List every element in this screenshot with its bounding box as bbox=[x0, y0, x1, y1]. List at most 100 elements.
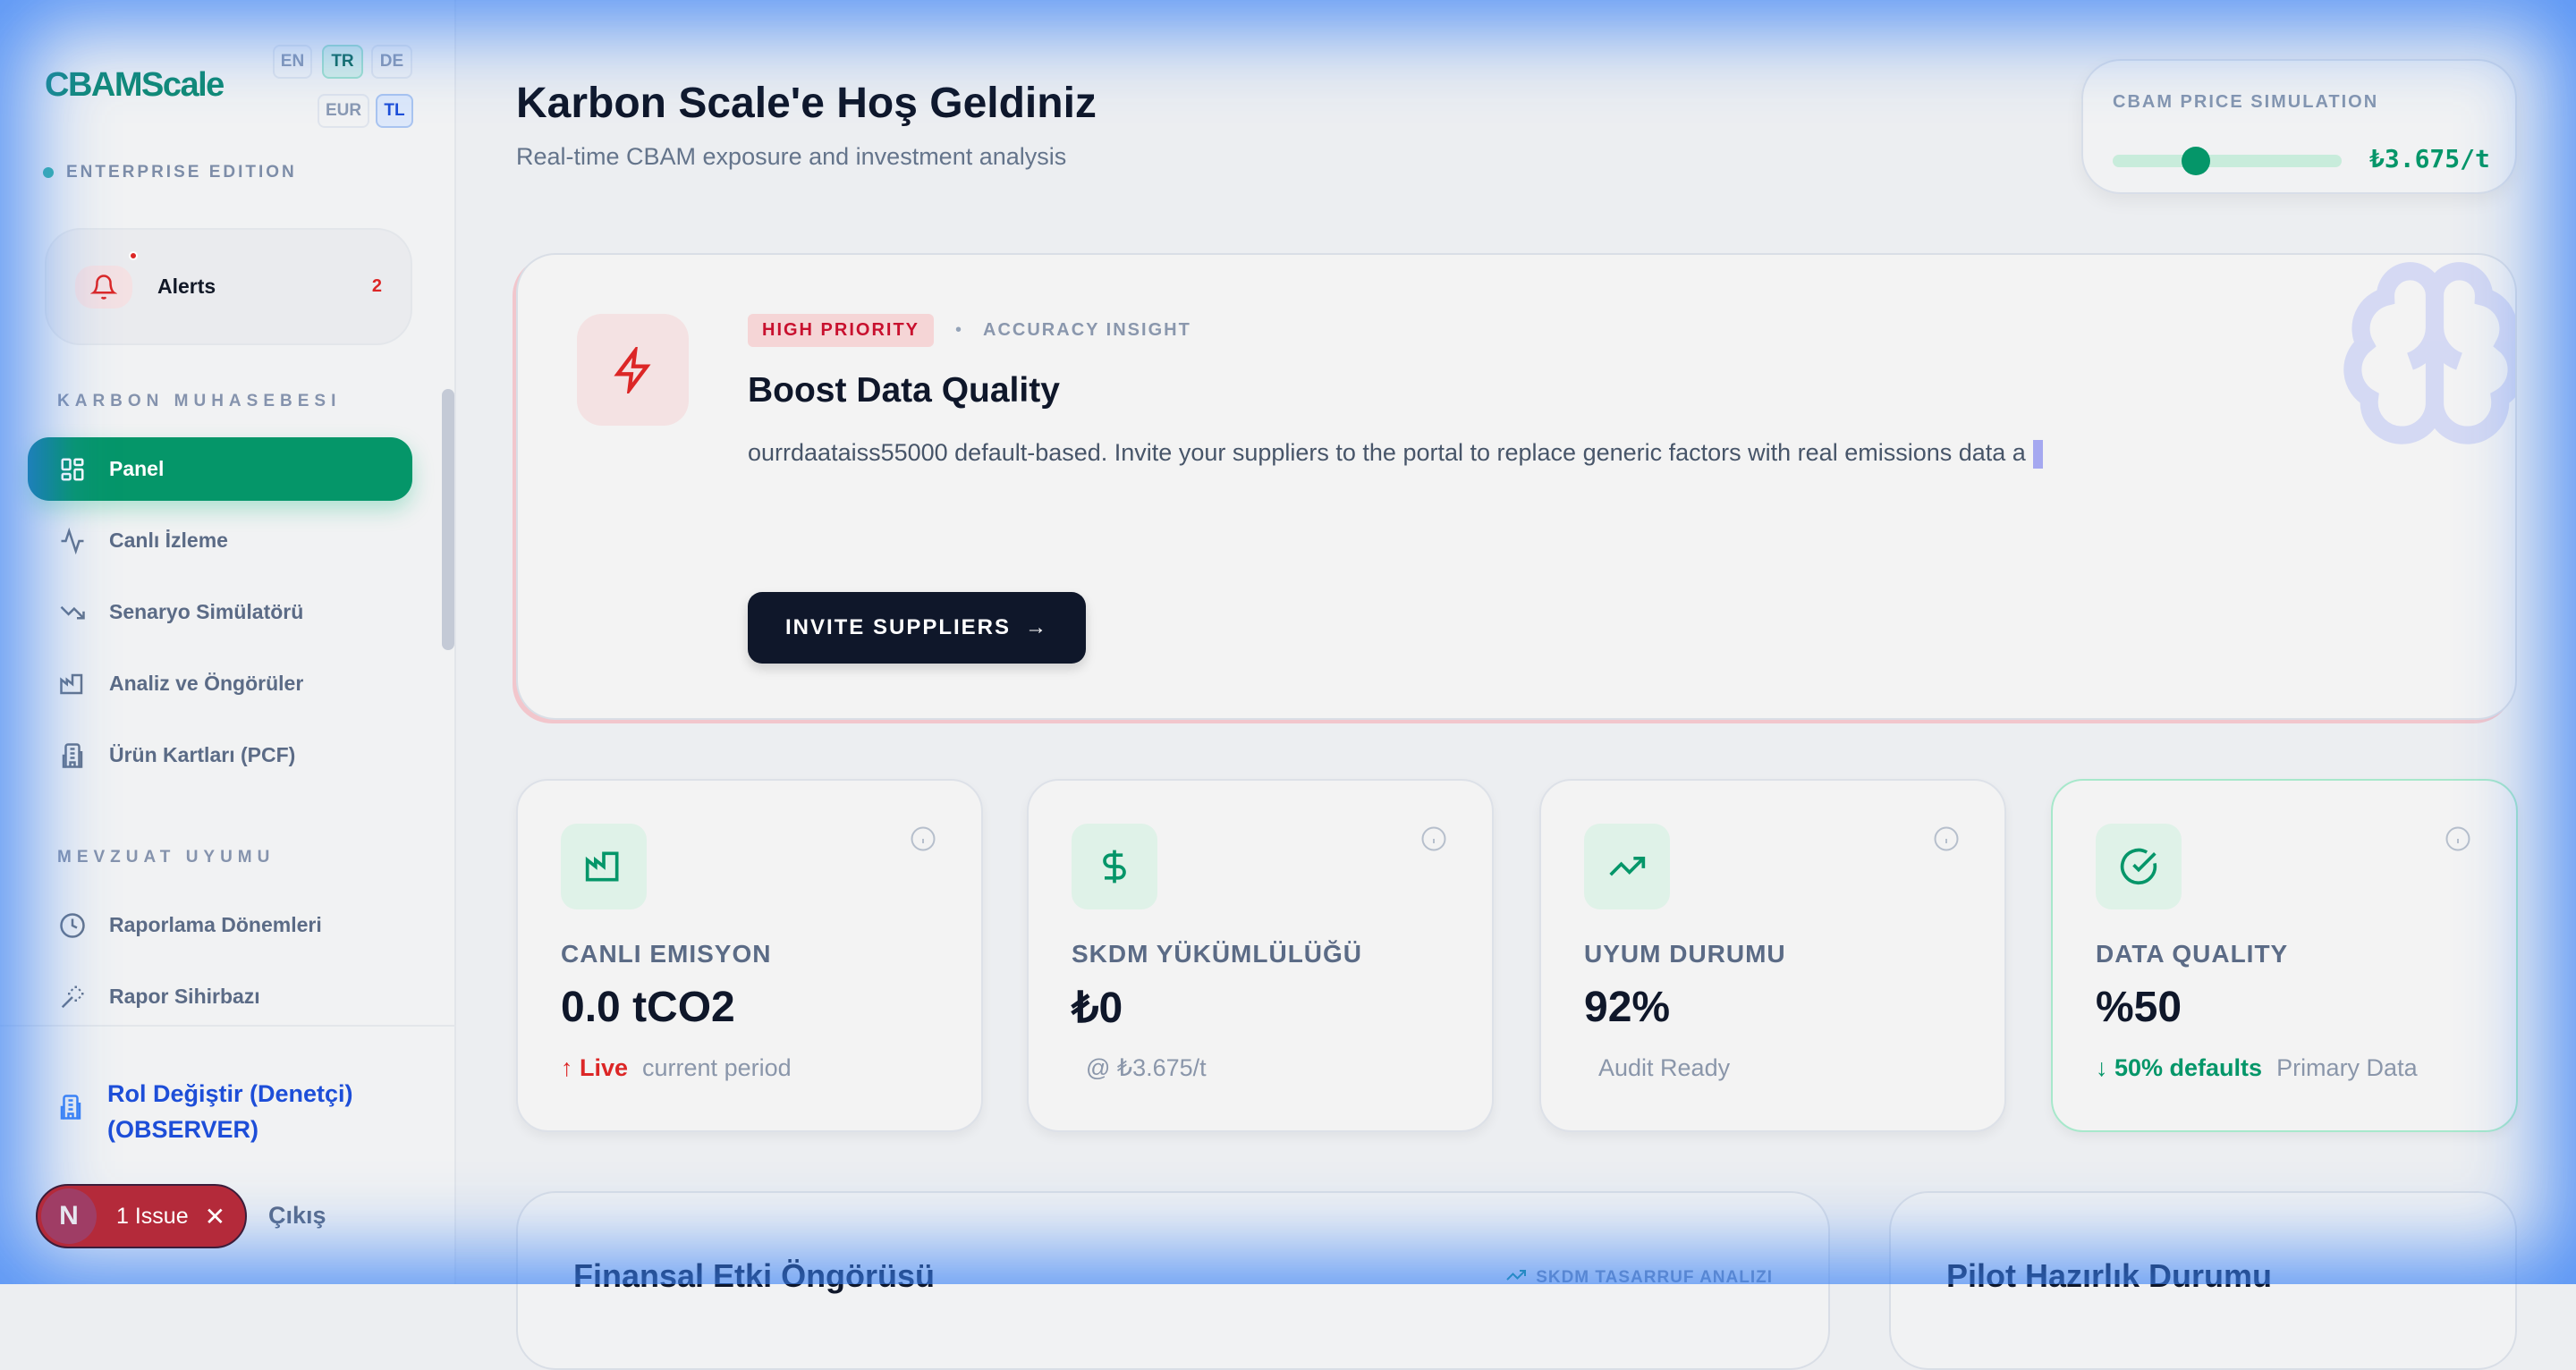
sidebar-item-rapor-sihirbazi[interactable]: Rapor Sihirbazı bbox=[28, 965, 412, 1028]
issue-badge[interactable]: N 1 Issue ✕ bbox=[36, 1184, 247, 1248]
role-line-2: (OBSERVER) bbox=[107, 1116, 259, 1143]
stat-value: %50 bbox=[2096, 984, 2182, 1031]
stat-footer: @ ₺3.675/t bbox=[1086, 1054, 1207, 1082]
insight-body-text: ourrdaataiss55000 default-based. Invite … bbox=[748, 439, 2026, 466]
stat-label: UYUM DURUMU bbox=[1584, 940, 1786, 968]
sidebar-item-label: Raporlama Dönemleri bbox=[109, 913, 322, 936]
dollar-icon bbox=[1072, 824, 1157, 909]
stat-label: DATA QUALITY bbox=[2096, 940, 2289, 968]
role-line-1: Rol Değiştir (Denetçi) bbox=[107, 1080, 353, 1107]
stat-value: 0.0 tCO2 bbox=[561, 984, 735, 1031]
status-dot bbox=[43, 167, 54, 178]
edition-text: ENTERPRISE EDITION bbox=[66, 163, 297, 182]
stat-card-skdm: SKDM YÜKÜMLÜLÜĞÜ ₺0 @ ₺3.675/t bbox=[1027, 779, 1494, 1132]
stat-footer: Audit Ready bbox=[1598, 1054, 1730, 1082]
section-mevzuat-uyumu: MEVZUAT UYUMU bbox=[57, 848, 275, 867]
role-switch-button[interactable]: Rol Değiştir (Denetçi) (OBSERVER) bbox=[57, 1076, 353, 1147]
alerts-button[interactable]: Alerts 2 bbox=[45, 228, 412, 345]
sidebar-item-label: Senaryo Simülatörü bbox=[109, 600, 304, 623]
edition-label: ENTERPRISE EDITION bbox=[43, 163, 297, 182]
sidebar-item-label: Ürün Kartları (PCF) bbox=[109, 743, 296, 766]
brain-icon bbox=[2343, 262, 2515, 444]
logo: CBAMScale bbox=[45, 66, 225, 104]
factory-icon bbox=[561, 824, 647, 909]
stat-footer: ↓ 50% defaults Primary Data bbox=[2096, 1054, 2418, 1082]
stat-card-canli-emisyon: CANLI EMISYON 0.0 tCO2 ↑ Live current per… bbox=[516, 779, 983, 1132]
insight-category: ACCURACY INSIGHT bbox=[983, 320, 1191, 340]
stat-label: CANLI EMISYON bbox=[561, 940, 772, 968]
arrow-right-icon: → bbox=[1025, 615, 1049, 639]
tag-text: SKDM TASARRUF ANALIZI bbox=[1536, 1268, 1773, 1287]
invite-suppliers-button[interactable]: INVITE SUPPLIERS → bbox=[748, 592, 1086, 664]
invite-label: INVITE SUPPLIERS bbox=[784, 615, 1012, 639]
layout-grid-icon bbox=[57, 454, 88, 485]
sidebar-item-panel[interactable]: Panel bbox=[28, 437, 412, 501]
financial-impact-title: Finansal Etki Öngörüsü bbox=[573, 1257, 936, 1294]
stat-value: 92% bbox=[1584, 984, 1671, 1031]
separator-dot: • bbox=[955, 320, 962, 340]
next-logo-icon: N bbox=[41, 1188, 97, 1244]
lang-tr-button[interactable]: TR bbox=[322, 45, 363, 79]
sidebar-item-label: Rapor Sihirbazı bbox=[109, 985, 260, 1008]
close-icon[interactable]: ✕ bbox=[204, 1202, 226, 1230]
stat-trend: ↓ 50% defaults bbox=[2096, 1054, 2263, 1081]
stat-note: Audit Ready bbox=[1598, 1054, 1731, 1081]
savings-analysis-tag: SKDM TASARRUF ANALIZI bbox=[1505, 1264, 1773, 1291]
section-karbon-muhasebesi: KARBON MUHASEBESI bbox=[57, 392, 342, 410]
alerts-label: Alerts bbox=[157, 275, 216, 298]
insight-meta: HIGH PRIORITY • ACCURACY INSIGHT bbox=[748, 314, 1191, 347]
slider-thumb[interactable] bbox=[2181, 147, 2210, 175]
factory-icon bbox=[57, 669, 88, 699]
magic-wand-icon bbox=[57, 982, 88, 1012]
stat-footer: ↑ Live current period bbox=[561, 1054, 792, 1082]
sidebar-item-analiz[interactable]: Analiz ve Öngörüler bbox=[28, 652, 412, 715]
stat-card-uyum-durumu: UYUM DURUMU 92% Audit Ready bbox=[1539, 779, 2006, 1132]
lang-de-button[interactable]: DE bbox=[371, 45, 412, 79]
info-icon[interactable] bbox=[1420, 825, 1447, 857]
trending-up-icon bbox=[1584, 824, 1670, 909]
price-slider[interactable] bbox=[2113, 147, 2342, 175]
bell-icon bbox=[75, 250, 138, 309]
page-subtitle: Real-time CBAM exposure and investment a… bbox=[516, 143, 1067, 170]
sidebar-item-label: Panel bbox=[109, 457, 165, 480]
stat-label: SKDM YÜKÜMLÜLÜĞÜ bbox=[1072, 940, 1363, 968]
stat-value: ₺0 bbox=[1072, 985, 1123, 1032]
stat-trend: ↑ Live bbox=[561, 1054, 629, 1081]
stat-note: current period bbox=[642, 1054, 792, 1081]
financial-impact-card: Finansal Etki Öngörüsü SKDM TASARRUF ANA… bbox=[516, 1191, 1830, 1370]
sidebar-item-label: Canlı İzleme bbox=[109, 529, 228, 552]
insight-title: Boost Data Quality bbox=[748, 371, 1060, 410]
page-title: Karbon Scale'e Hoş Geldiniz bbox=[516, 80, 1097, 127]
logout-button[interactable]: Çıkış bbox=[268, 1202, 326, 1229]
sidebar-item-canli-izleme[interactable]: Canlı İzleme bbox=[28, 509, 412, 572]
stat-note: Primary Data bbox=[2276, 1054, 2418, 1081]
text-cursor bbox=[2032, 439, 2043, 469]
insight-card: HIGH PRIORITY • ACCURACY INSIGHT Boost D… bbox=[516, 253, 2517, 720]
info-icon[interactable] bbox=[1933, 825, 1960, 857]
stat-note: @ ₺3.675/t bbox=[1086, 1054, 1207, 1081]
zap-icon bbox=[577, 314, 689, 426]
alerts-count: 2 bbox=[371, 276, 382, 296]
trending-up-icon bbox=[1505, 1264, 1527, 1291]
info-icon[interactable] bbox=[910, 825, 936, 857]
sidebar-item-label: Analiz ve Öngörüler bbox=[109, 672, 304, 695]
pilot-readiness-title: Pilot Hazırlık Durumu bbox=[1946, 1257, 2273, 1294]
lang-en-button[interactable]: EN bbox=[273, 45, 312, 79]
info-icon[interactable] bbox=[2445, 825, 2471, 857]
sidebar-item-senaryo-simulatoru[interactable]: Senaryo Simülatörü bbox=[28, 580, 412, 644]
issue-label: 1 Issue bbox=[116, 1203, 189, 1229]
trending-down-icon bbox=[57, 597, 88, 628]
sidebar-divider bbox=[0, 1025, 456, 1027]
role-switch-label: Rol Değiştir (Denetçi) (OBSERVER) bbox=[107, 1076, 353, 1147]
notification-dot bbox=[129, 250, 138, 260]
price-simulation-label: CBAM PRICE SIMULATION bbox=[2113, 92, 2379, 112]
activity-icon bbox=[57, 526, 88, 556]
sidebar-scrollbar[interactable] bbox=[442, 389, 454, 650]
currency-tl-button[interactable]: TL bbox=[376, 94, 413, 128]
currency-eur-button[interactable]: EUR bbox=[318, 94, 369, 128]
sidebar-item-urun-kartlari[interactable]: Ürün Kartları (PCF) bbox=[28, 723, 412, 787]
insight-body: ourrdaataiss55000 default-based. Invite … bbox=[748, 439, 2043, 469]
building-icon bbox=[57, 740, 88, 771]
sidebar-item-raporlama-donemleri[interactable]: Raporlama Dönemleri bbox=[28, 893, 412, 957]
building-icon bbox=[57, 1094, 84, 1130]
